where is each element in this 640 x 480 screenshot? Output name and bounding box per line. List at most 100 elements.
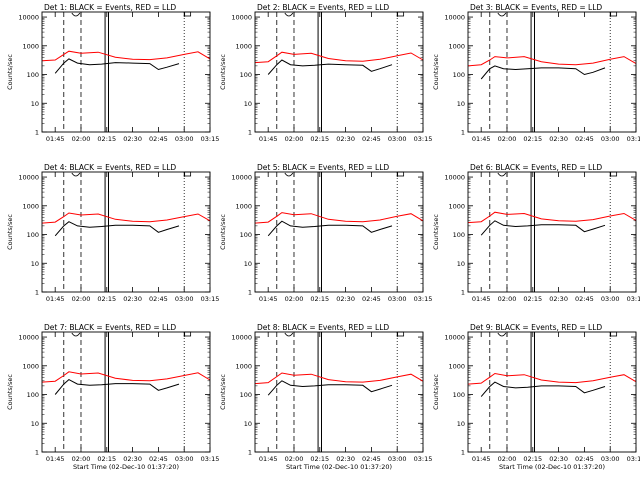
detector-panel-4: Det 4: BLACK = Events, RED = LLD Counts/s… <box>6 163 219 303</box>
y-tick-label: 10000 <box>231 174 252 182</box>
y-tick-label: 10000 <box>231 14 252 22</box>
lld-series-line <box>254 372 424 385</box>
x-tick-label: 03:00 <box>175 455 194 463</box>
x-tick-label: 03:00 <box>175 295 194 303</box>
x-tick-label: 03:15 <box>414 135 433 143</box>
x-tick-label: 03:15 <box>201 295 220 303</box>
top-marker <box>71 332 81 337</box>
events-series-line <box>480 381 606 397</box>
y-tick-label: 10 <box>457 260 465 268</box>
top-marker <box>71 12 81 17</box>
y-tick-label: 10 <box>457 100 465 108</box>
y-tick-label: 10000 <box>18 174 39 182</box>
lld-series-line <box>467 56 637 67</box>
detector-panel-3: Det 3: BLACK = Events, RED = LLD Counts/s… <box>432 3 640 143</box>
y-tick-label: 1000 <box>235 362 252 370</box>
x-tick-label: 01:45 <box>46 135 65 143</box>
events-series-line <box>267 380 393 396</box>
x-tick-label: 01:45 <box>46 455 65 463</box>
detector-panel-8: Det 8: BLACK = Events, RED = LLD Counts/s… <box>219 323 432 471</box>
x-tick-label: 03:00 <box>601 455 620 463</box>
y-tick-label: 1000 <box>22 42 39 50</box>
x-tick-label: 01:45 <box>46 295 65 303</box>
plot-frame <box>41 11 211 133</box>
x-tick-label: 02:45 <box>362 455 381 463</box>
x-tick-label: 02:30 <box>549 295 568 303</box>
y-axis-label: Counts/sec <box>432 214 440 250</box>
x-tick-label: 02:45 <box>575 295 594 303</box>
panel-title: Det 1: BLACK = Events, RED = LLD <box>44 3 176 12</box>
x-tick-label: 02:00 <box>498 455 517 463</box>
x-tick-label: 02:00 <box>72 135 91 143</box>
x-tick-label: 02:30 <box>336 455 355 463</box>
y-tick-label: 10 <box>244 260 252 268</box>
plot-frame <box>467 11 637 133</box>
lld-series-line <box>41 50 211 62</box>
y-tick-label: 100 <box>27 231 39 239</box>
y-tick-label: 1 <box>461 289 465 297</box>
x-tick-label: 02:30 <box>336 295 355 303</box>
detector-panel-1: Det 1: BLACK = Events, RED = LLD Counts/s… <box>6 3 219 143</box>
x-tick-label: 02:30 <box>123 455 142 463</box>
y-tick-label: 10 <box>31 420 39 428</box>
plot-frame <box>467 171 637 293</box>
lld-series-line <box>254 51 424 64</box>
y-axis-label: Counts/sec <box>6 54 14 90</box>
y-tick-label: 10000 <box>444 14 465 22</box>
x-tick-label: 02:15 <box>523 135 542 143</box>
x-tick-label: 02:45 <box>149 455 168 463</box>
lld-series-line <box>467 372 637 385</box>
x-tick-label: 02:15 <box>97 135 116 143</box>
top-marker <box>284 332 294 337</box>
y-tick-label: 100 <box>453 71 465 79</box>
top-marker <box>284 172 294 177</box>
x-tick-label: 02:30 <box>549 455 568 463</box>
panel-title: Det 3: BLACK = Events, RED = LLD <box>470 3 602 12</box>
detector-panel-7: Det 7: BLACK = Events, RED = LLD Counts/s… <box>6 323 219 471</box>
x-tick-label: 03:00 <box>601 295 620 303</box>
x-tick-label: 03:00 <box>388 135 407 143</box>
y-tick-label: 1 <box>248 449 252 457</box>
y-tick-label: 1 <box>35 289 39 297</box>
panel-title: Det 9: BLACK = Events, RED = LLD <box>470 323 602 332</box>
x-tick-label: 02:15 <box>523 455 542 463</box>
y-tick-label: 1000 <box>235 42 252 50</box>
y-tick-label: 1000 <box>22 362 39 370</box>
panel-title: Det 6: BLACK = Events, RED = LLD <box>470 163 602 172</box>
y-tick-label: 100 <box>27 71 39 79</box>
y-tick-label: 10000 <box>444 334 465 342</box>
x-tick-label: 01:45 <box>259 295 278 303</box>
x-tick-label: 03:15 <box>414 455 433 463</box>
plot-frame <box>467 331 637 453</box>
x-tick-label: 01:45 <box>472 455 491 463</box>
y-tick-label: 100 <box>27 391 39 399</box>
x-tick-label: 02:00 <box>285 295 304 303</box>
panel-title: Det 2: BLACK = Events, RED = LLD <box>257 3 389 12</box>
y-tick-label: 1000 <box>448 42 465 50</box>
y-tick-label: 1 <box>35 129 39 137</box>
x-axis-label: Start Time (02-Dec-10 01:37:20) <box>73 463 179 471</box>
top-marker <box>284 12 294 17</box>
events-series-line <box>267 220 393 237</box>
y-tick-label: 10000 <box>18 334 39 342</box>
events-series-line <box>54 221 180 237</box>
lld-series-line <box>467 211 637 224</box>
x-tick-label: 02:15 <box>310 455 329 463</box>
y-tick-label: 1 <box>248 289 252 297</box>
y-tick-label: 1 <box>461 129 465 137</box>
y-tick-label: 10000 <box>444 174 465 182</box>
y-axis-label: Counts/sec <box>6 374 14 410</box>
x-tick-label: 02:15 <box>97 455 116 463</box>
x-tick-label: 03:15 <box>627 295 640 303</box>
y-tick-label: 1 <box>461 449 465 457</box>
top-marker <box>497 12 507 17</box>
y-tick-label: 100 <box>240 71 252 79</box>
panel-title: Det 8: BLACK = Events, RED = LLD <box>257 323 389 332</box>
y-axis-label: Counts/sec <box>219 214 227 250</box>
y-tick-label: 10000 <box>18 14 39 22</box>
x-tick-label: 02:30 <box>336 135 355 143</box>
x-tick-label: 03:00 <box>601 135 620 143</box>
x-tick-label: 03:15 <box>627 135 640 143</box>
x-tick-label: 03:00 <box>388 455 407 463</box>
